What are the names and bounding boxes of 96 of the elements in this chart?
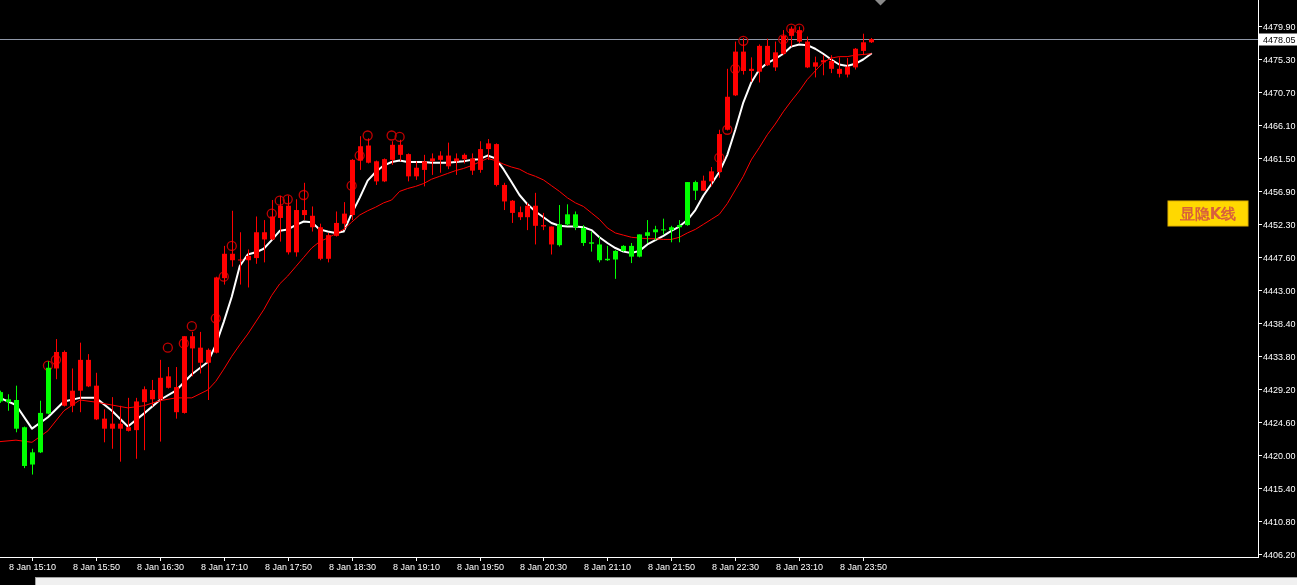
candlestick <box>246 248 251 288</box>
candlestick <box>613 249 618 280</box>
x-tick-label: 8 Jan 22:30 <box>711 562 760 572</box>
x-tick-label: 8 Jan 15:10 <box>8 562 57 572</box>
y-tick-label: 4447.60 <box>1263 252 1296 263</box>
candlestick <box>741 37 746 76</box>
candlestick <box>533 192 538 245</box>
candlestick <box>326 232 331 263</box>
x-tick-label: 8 Jan 17:50 <box>264 562 313 572</box>
candlestick <box>230 210 235 268</box>
x-tick-label: 8 Jan 19:50 <box>456 562 505 572</box>
candlestick <box>126 397 131 433</box>
candlestick <box>510 199 515 224</box>
candlestick <box>773 41 778 72</box>
candlestick <box>470 152 475 176</box>
candlestick <box>366 137 371 164</box>
x-tick-label: 8 Jan 21:10 <box>583 562 632 572</box>
candlestick <box>54 338 59 380</box>
candlestick <box>677 219 682 243</box>
y-tick-label: 4456.90 <box>1263 186 1296 197</box>
candlestick <box>390 140 395 166</box>
candlestick <box>198 331 203 374</box>
x-tick-label: 8 Jan 19:10 <box>392 562 441 572</box>
candlestick <box>589 231 594 253</box>
candlestick <box>573 210 578 231</box>
candlestick <box>446 142 451 170</box>
y-tick-label: 4470.70 <box>1263 87 1296 98</box>
candlestick <box>70 367 75 413</box>
x-tick-label: 8 Jan 20:30 <box>519 562 568 572</box>
candlestick <box>693 180 698 201</box>
y-tick-label: 4461.50 <box>1263 153 1296 164</box>
candlestick <box>302 182 307 221</box>
candlestick <box>430 152 435 176</box>
x-tick-label: 8 Jan 18:30 <box>328 562 377 572</box>
candlestick <box>30 448 35 476</box>
candlestick <box>358 135 363 171</box>
candlestick <box>557 204 562 248</box>
candlestick <box>789 26 794 48</box>
candlestick <box>629 242 634 264</box>
candlestick <box>502 182 507 211</box>
candlestick <box>374 160 379 186</box>
y-tick-label: 4443.00 <box>1263 285 1296 296</box>
candlestick <box>270 199 275 241</box>
candlestick <box>478 140 483 174</box>
candlestick <box>414 160 419 181</box>
candlestick <box>765 38 770 67</box>
y-tick-label: 4438.40 <box>1263 318 1296 329</box>
x-tick-label: 8 Jan 23:50 <box>839 562 888 572</box>
y-tick-label: 4424.60 <box>1263 417 1296 428</box>
candlestick <box>837 56 842 78</box>
x-tick-label: 8 Jan 15:50 <box>72 562 121 572</box>
candlestick <box>597 236 602 263</box>
candlestick <box>310 205 315 233</box>
candlestick <box>382 157 387 183</box>
x-tick-label: 8 Jan 16:30 <box>136 562 185 572</box>
candlestick <box>278 195 283 243</box>
candlestick <box>334 210 339 238</box>
candlestick <box>565 203 570 227</box>
candlestick <box>422 154 427 187</box>
y-tick-label: 4410.80 <box>1263 516 1296 527</box>
candlestick <box>206 347 211 401</box>
x-tick-label: 8 Jan 21:50 <box>647 562 696 572</box>
candlestick <box>398 139 403 162</box>
candlestick <box>749 56 754 83</box>
y-tick-label: 4452.30 <box>1263 219 1296 230</box>
y-tick-label: 4475.30 <box>1263 54 1296 65</box>
candlestick <box>102 408 107 443</box>
candlestick <box>486 138 491 161</box>
candlestick <box>342 201 347 231</box>
candlestick <box>406 152 411 182</box>
ref-line-label: 4478.05 <box>1263 34 1296 45</box>
candlestick <box>709 166 714 187</box>
candlestick <box>454 152 459 176</box>
candlestick <box>813 56 818 78</box>
candlestick <box>645 219 650 244</box>
x-tick-label: 8 Jan 23:10 <box>775 562 824 572</box>
y-tick-label: 4466.10 <box>1263 120 1296 131</box>
y-tick-label: 4433.80 <box>1263 351 1296 362</box>
candlestick <box>525 202 530 231</box>
y-tick-label: 4406.20 <box>1263 549 1296 560</box>
candlestick <box>150 379 155 407</box>
y-tick-label: 4429.20 <box>1263 384 1296 395</box>
candlestick <box>262 219 267 263</box>
y-tick-label: 4415.40 <box>1263 483 1296 494</box>
y-tick-label: 4479.90 <box>1263 21 1296 32</box>
candlestick <box>581 224 586 247</box>
candlestick <box>438 150 443 174</box>
annotation: 显隐K线 <box>1178 205 1237 223</box>
candlestick <box>190 331 195 377</box>
y-tick-label: 4420.00 <box>1263 450 1296 461</box>
candlestick <box>238 231 243 286</box>
candlestick <box>549 226 554 255</box>
candlestick <box>166 366 171 390</box>
x-tick-label: 8 Jan 17:10 <box>200 562 249 572</box>
candlestick <box>781 29 786 56</box>
candlestick <box>845 57 850 78</box>
